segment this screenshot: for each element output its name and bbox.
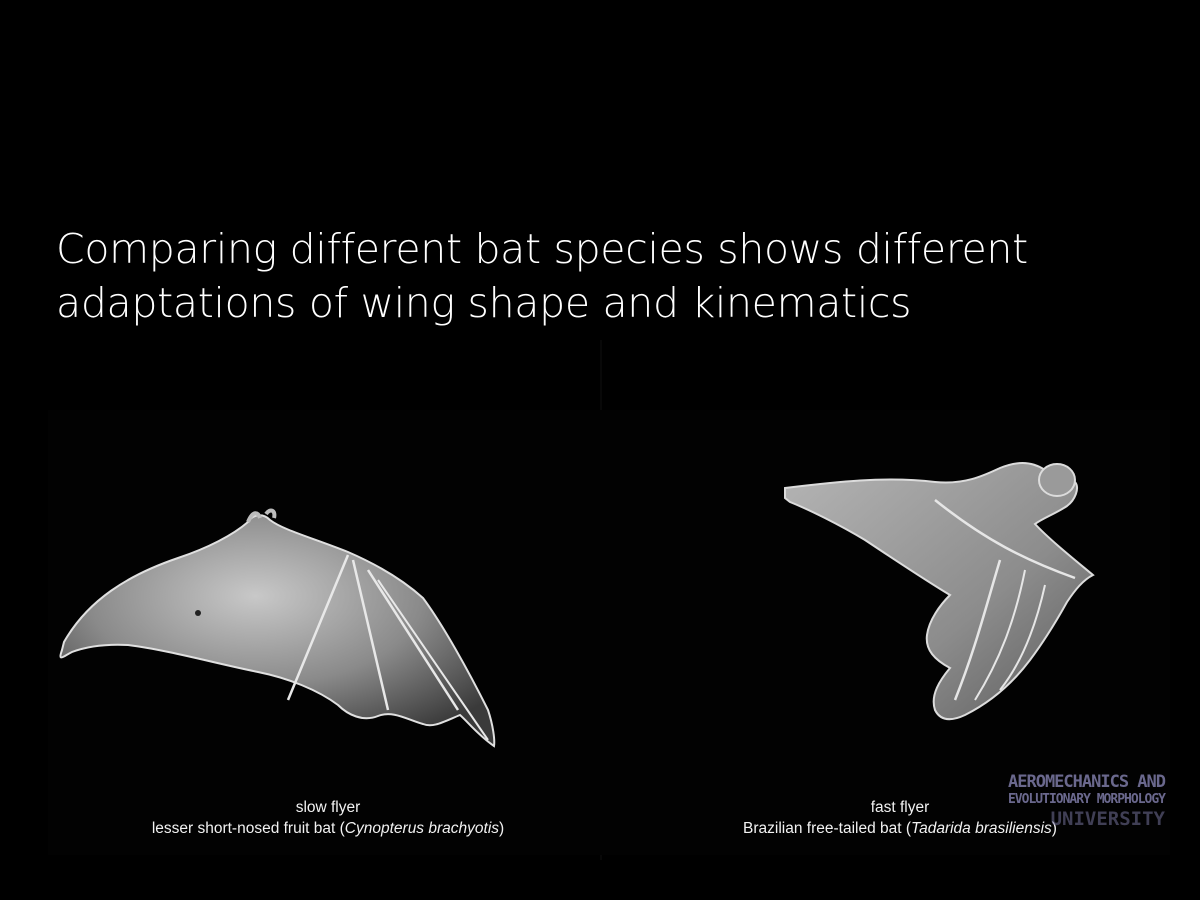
wing-spot <box>195 610 201 616</box>
slow-flyer-species: lesser short-nosed fruit bat (Cynopterus… <box>151 820 505 837</box>
wing-finger-bone <box>351 559 390 711</box>
wing-finger-bone <box>286 554 350 701</box>
wing-finger-bone <box>953 559 1002 701</box>
free-tailed-bat-image <box>784 462 1095 721</box>
slow-flyer-label: slow flyer <box>295 799 361 816</box>
watermark-line-2: EVOLUTIONARY MORPHOLOGY <box>1007 792 1166 807</box>
bat-head <box>1038 463 1076 497</box>
free-tailed-bat-wing <box>784 462 1095 721</box>
wing-finger-bone <box>999 584 1046 691</box>
wing-finger-bone <box>934 499 1076 580</box>
wing-finger-bone <box>377 579 489 741</box>
lab-watermark: AEROMECHANICS AND EVOLUTIONARY MORPHOLOG… <box>990 772 1166 830</box>
slow-flyer-caption: slow flyer lesser short-nosed fruit bat … <box>48 797 608 839</box>
fast-flyer-species: Brazilian free-tailed bat (Tadarida bras… <box>743 820 1057 837</box>
slide-title-line-2: adaptations of wing shape and kinematics <box>56 279 912 327</box>
wing-finger-bone <box>974 569 1026 701</box>
fruit-bat-wing <box>59 514 496 748</box>
fast-flyer-caption: fast flyer Brazilian free-tailed bat (Ta… <box>635 797 1165 839</box>
slide-title: Comparing different bat species shows di… <box>56 222 1156 330</box>
watermark-line-1: AEROMECHANICS AND <box>1008 772 1166 792</box>
fast-flyer-panel: fast flyer Brazilian free-tailed bat (Ta… <box>605 410 1170 855</box>
slow-flyer-panel: slow flyer lesser short-nosed fruit bat … <box>48 410 608 855</box>
fruit-bat-image <box>59 508 496 748</box>
watermark-line-3: UNIVERSITY <box>1050 808 1165 830</box>
slide-title-line-1: Comparing different bat species shows di… <box>56 225 1028 273</box>
wing-finger-bone <box>366 569 460 711</box>
fast-flyer-label: fast flyer <box>870 799 930 816</box>
bat-ears <box>246 508 277 523</box>
